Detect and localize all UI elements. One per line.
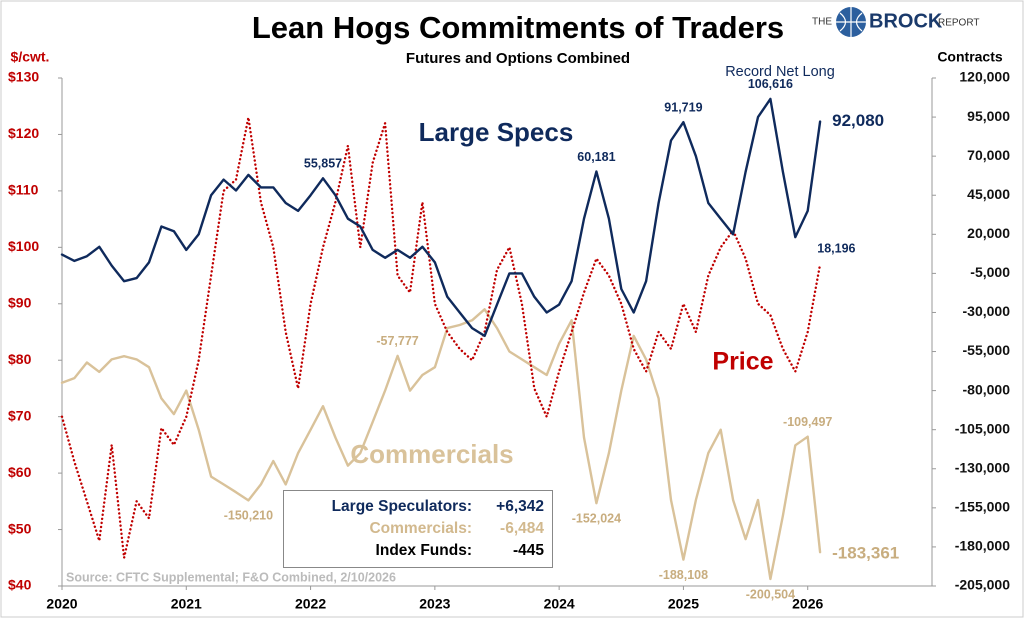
series-label: Commercials (350, 439, 513, 469)
x-tick-label: 2022 (295, 596, 326, 612)
y2-tick-label: -5,000 (970, 264, 1010, 280)
y2-tick-label: 20,000 (967, 225, 1010, 241)
y2-axis-label: Contracts (937, 49, 1003, 65)
y2-tick-label: -30,000 (963, 303, 1011, 319)
x-tick-label: 2021 (171, 596, 202, 612)
summary-label: Commercials: (369, 520, 472, 537)
series-line (60, 308, 822, 581)
chart-subtitle: Futures and Options Combined (406, 50, 630, 67)
data-label: -57,777 (376, 334, 418, 348)
y-tick-label: $60 (8, 464, 32, 480)
y2-tick-label: -55,000 (963, 342, 1011, 358)
data-label: 55,857 (304, 157, 342, 171)
summary-row: Commercials: -6,484 (292, 518, 544, 540)
data-label: 60,181 (577, 150, 615, 164)
y2-tick-label: -205,000 (955, 577, 1010, 593)
data-label: -183,361 (832, 544, 899, 563)
data-label: -188,108 (659, 568, 708, 582)
data-label: 91,719 (664, 101, 702, 115)
summary-value: +6,342 (496, 498, 544, 515)
summary-row: Large Speculators: +6,342 (292, 496, 544, 518)
summary-value: -6,484 (500, 520, 544, 537)
chart-title: Lean Hogs Commitments of Traders (252, 10, 784, 45)
y-tick-label: $40 (8, 577, 32, 593)
data-label: 106,616 (748, 77, 793, 91)
y-axis-label: $/cwt. (11, 49, 50, 65)
x-tick-label: 2023 (419, 596, 450, 612)
logo-text: REPORT (938, 18, 980, 29)
y2-tick-label: -105,000 (955, 420, 1010, 436)
y-tick-label: $90 (8, 294, 32, 310)
y2-tick-label: -180,000 (955, 538, 1010, 554)
annotation: Record Net Long (725, 64, 835, 80)
y2-tick-label: -155,000 (955, 499, 1010, 515)
y-tick-label: $80 (8, 351, 32, 367)
data-label: 18,196 (817, 241, 855, 255)
y-tick-label: $120 (8, 125, 39, 141)
series-line (60, 97, 822, 338)
data-label: -152,024 (572, 511, 621, 525)
y-tick-label: $130 (8, 69, 39, 85)
logo: THE BROCK REPORT (812, 7, 980, 37)
source: Source: CFTC Supplemental; F&O Combined,… (66, 570, 396, 584)
x-tick-label: 2024 (544, 596, 575, 612)
x-tick-label: 2025 (668, 596, 699, 612)
summary-label: Index Funds: (375, 542, 472, 559)
summary-row: Index Funds: -445 (292, 540, 544, 562)
series-label: Price (712, 348, 773, 376)
y-tick-label: $70 (8, 407, 32, 423)
data-label: -200,504 (746, 587, 795, 601)
logo-text: BROCK (869, 10, 943, 32)
y-tick-label: $110 (8, 182, 39, 198)
data-label: -109,497 (783, 415, 832, 429)
y2-tick-label: -130,000 (955, 459, 1010, 475)
logo-grid (836, 7, 866, 37)
series-line (60, 116, 822, 559)
y2-tick-label: -80,000 (963, 381, 1011, 397)
y-tick-label: $100 (8, 238, 39, 254)
y2-tick-label: 95,000 (967, 108, 1010, 124)
y2-tick-label: 70,000 (967, 147, 1010, 163)
summary-box: Large Speculators: +6,342 Commercials: -6,… (283, 490, 553, 568)
logo-text: THE (812, 17, 832, 28)
summary-label: Large Speculators: (331, 498, 472, 515)
x-tick-label: 2020 (46, 596, 77, 612)
x-tick-label: 2026 (792, 596, 823, 612)
y2-tick-label: 45,000 (967, 186, 1010, 202)
data-label: -150,210 (224, 509, 273, 523)
y2-tick-label: 120,000 (959, 69, 1010, 85)
y-tick-label: $50 (8, 520, 32, 536)
data-label: 92,080 (832, 111, 884, 130)
series-label: Large Specs (419, 117, 574, 147)
summary-value: -445 (512, 542, 544, 559)
